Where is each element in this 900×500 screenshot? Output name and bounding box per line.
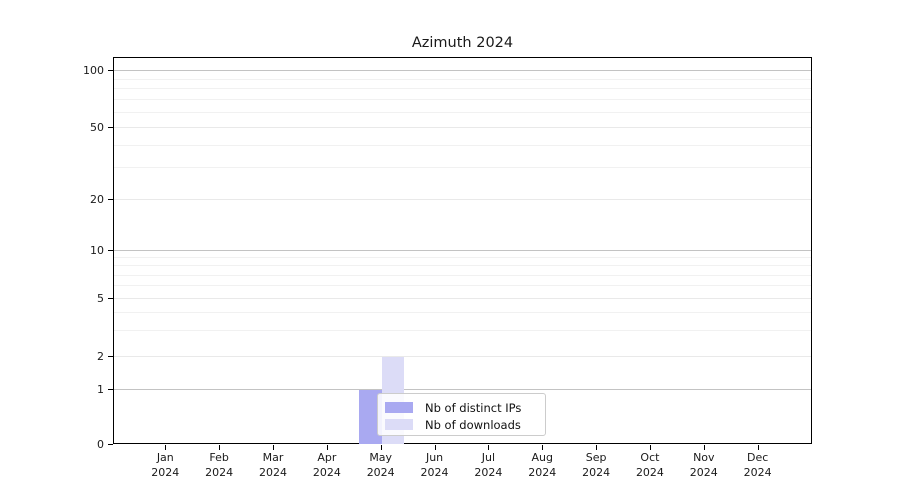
legend-swatch <box>385 419 413 430</box>
minor-gridline <box>114 330 811 332</box>
minor-gridline <box>114 78 811 80</box>
legend-label: Nb of downloads <box>425 417 521 432</box>
minor-gridline <box>114 99 811 101</box>
legend-item: Nb of downloads <box>378 416 545 433</box>
x-tick-label: Aug 2024 <box>528 451 557 479</box>
y-axis-tick <box>108 298 113 299</box>
y-tick-label: 5 <box>97 292 104 305</box>
chart-title: Azimuth 2024 <box>411 35 514 51</box>
minor-gridline <box>114 88 811 90</box>
minor-gridline <box>114 265 811 267</box>
y-axis-tick <box>108 355 113 357</box>
minor-gridline <box>114 274 811 276</box>
y-axis-tick <box>108 127 113 128</box>
minor-gridline <box>114 257 811 259</box>
gridline <box>114 298 811 299</box>
minor-gridline <box>114 285 811 287</box>
x-axis-tick <box>703 445 705 450</box>
gridline <box>114 127 811 128</box>
legend: Nb of distinct IPs Nb of downloads <box>377 393 546 436</box>
x-axis-tick <box>326 445 328 450</box>
y-tick-label: 0 <box>97 438 104 451</box>
y-axis-tick <box>108 444 113 445</box>
x-tick-label: Jun 2024 <box>420 451 449 479</box>
gridline <box>114 199 811 200</box>
minor-gridline <box>114 167 811 169</box>
x-axis-tick <box>596 445 598 450</box>
major-gridline <box>114 389 811 390</box>
y-tick-label: 2 <box>97 349 104 363</box>
x-tick-label: Mar 2024 <box>259 451 287 479</box>
y-tick-label: 20 <box>90 193 104 206</box>
y-tick-label: 10 <box>90 244 104 257</box>
legend-item: Nb of distinct IPs <box>378 399 545 416</box>
bar-nb-of-distinct-ips <box>359 390 382 444</box>
x-tick-label: May 2024 <box>366 451 395 479</box>
x-tick-label: Jan 2024 <box>151 451 180 479</box>
y-axis-tick <box>108 389 113 390</box>
x-axis-tick <box>542 445 544 450</box>
minor-gridline <box>114 112 811 113</box>
x-axis-tick <box>649 445 651 450</box>
y-axis-tick <box>108 250 113 251</box>
y-axis-tick <box>108 199 113 200</box>
minor-gridline <box>114 312 811 313</box>
x-axis-tick <box>757 445 759 450</box>
x-tick-label: Jul 2024 <box>474 451 503 479</box>
x-tick-label: Nov 2024 <box>689 451 718 479</box>
major-gridline <box>114 70 811 71</box>
y-tick-label: 50 <box>90 121 104 134</box>
legend-label: Nb of distinct IPs <box>425 400 522 415</box>
x-tick-label: Sep 2024 <box>582 451 611 479</box>
x-axis-tick <box>219 445 221 450</box>
x-tick-label: Apr 2024 <box>312 451 341 479</box>
x-tick-label: Dec 2024 <box>743 451 772 479</box>
x-axis-tick <box>165 445 167 450</box>
y-tick-label: 100 <box>83 64 104 77</box>
x-tick-label: Oct 2024 <box>635 451 664 479</box>
major-gridline <box>114 250 811 251</box>
y-axis-tick <box>108 70 113 71</box>
gridline <box>114 355 811 357</box>
x-axis-tick <box>434 445 436 450</box>
x-axis-tick <box>488 445 490 450</box>
y-tick-label: 1 <box>97 383 104 396</box>
plot-area <box>113 57 812 444</box>
x-axis-tick <box>380 445 382 450</box>
legend-swatch <box>385 402 413 413</box>
minor-gridline <box>114 144 811 146</box>
x-axis-tick <box>273 445 274 450</box>
x-tick-label: Feb 2024 <box>205 451 234 479</box>
